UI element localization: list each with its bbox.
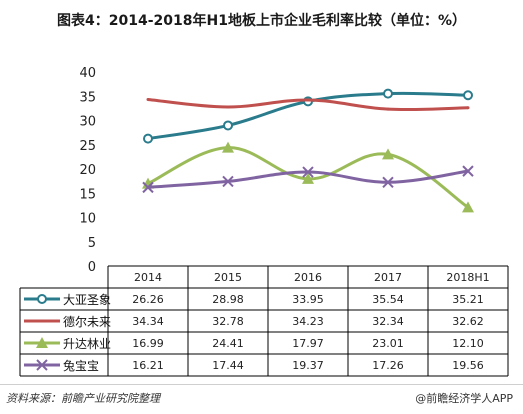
data-point xyxy=(306,98,310,102)
data-label: 28.98 xyxy=(212,293,244,306)
data-table: 2014 2015 2016 2017 2018H1 大亚圣象 26.26 28.98 33.9… xyxy=(19,265,509,377)
data-point xyxy=(222,175,234,188)
data-label: 17.26 xyxy=(372,359,404,372)
y-tick-label: 15 xyxy=(79,187,96,202)
data-label: 26.26 xyxy=(132,293,164,306)
legend-marker xyxy=(36,337,48,348)
data-point xyxy=(142,181,154,194)
data-point xyxy=(382,176,394,188)
data-label: 33.95 xyxy=(292,293,324,306)
y-tick-label: 25 xyxy=(79,139,96,154)
data-label: 32.78 xyxy=(212,315,244,328)
data-label: 35.54 xyxy=(372,293,404,306)
y-tick-label: 30 xyxy=(79,115,96,130)
brand-credit: @前瞻经济学人APP xyxy=(415,392,513,405)
x-category-label: 2016 xyxy=(294,271,322,284)
chart-title: 图表4：2014-2018年H1地板上市企业毛利率比较（单位：%） xyxy=(57,13,466,29)
data-label: 35.21 xyxy=(452,293,484,306)
legend-label: 大亚圣象 xyxy=(63,293,111,307)
data-label: 19.37 xyxy=(292,359,324,372)
x-category-label: 2014 xyxy=(134,271,162,284)
y-axis: 0 5 10 15 20 25 30 35 40 xyxy=(79,66,96,275)
data-point xyxy=(462,165,474,177)
data-label: 23.01 xyxy=(372,337,404,350)
data-point xyxy=(466,106,470,110)
legend-label: 升达林业 xyxy=(63,337,111,351)
data-label: 16.99 xyxy=(132,337,164,350)
data-label: 19.56 xyxy=(452,359,484,372)
data-label: 32.62 xyxy=(452,315,484,328)
legend-marker xyxy=(36,359,48,371)
data-label: 24.41 xyxy=(212,337,244,350)
x-category-label: 2015 xyxy=(214,271,242,284)
data-point xyxy=(383,88,393,99)
series-lines xyxy=(142,88,474,213)
source-note: 资料来源：前瞻产业研究院整理 xyxy=(6,392,160,405)
data-point xyxy=(382,148,394,160)
data-point xyxy=(222,141,234,153)
x-category-label: 2017 xyxy=(374,271,402,284)
data-point xyxy=(143,133,153,144)
data-label: 34.34 xyxy=(132,315,164,328)
data-point xyxy=(226,105,230,109)
x-category-label: 2018H1 xyxy=(446,271,489,284)
data-label: 32.34 xyxy=(372,315,404,328)
y-tick-label: 20 xyxy=(79,163,96,178)
footer-divider xyxy=(0,384,523,385)
data-label: 17.97 xyxy=(292,337,324,350)
data-point xyxy=(302,172,314,184)
data-label: 16.21 xyxy=(132,359,164,372)
data-point xyxy=(223,120,233,131)
data-point xyxy=(463,90,473,101)
y-tick-label: 0 xyxy=(88,260,96,275)
y-tick-label: 5 xyxy=(88,236,96,251)
legend-marker xyxy=(40,319,44,323)
y-tick-label: 35 xyxy=(79,90,96,105)
y-tick-label: 10 xyxy=(79,212,96,227)
y-tick-label: 40 xyxy=(79,66,96,81)
data-point xyxy=(386,107,390,111)
legend-label: 德尔未来 xyxy=(63,314,111,329)
legend-label: 兔宝宝 xyxy=(63,358,99,373)
data-point xyxy=(302,166,314,178)
data-point xyxy=(462,201,474,213)
data-label: 17.44 xyxy=(212,359,244,372)
data-point xyxy=(146,97,150,101)
data-label: 12.10 xyxy=(452,337,484,350)
legend-marker xyxy=(37,294,47,304)
data-label: 34.23 xyxy=(292,315,324,328)
